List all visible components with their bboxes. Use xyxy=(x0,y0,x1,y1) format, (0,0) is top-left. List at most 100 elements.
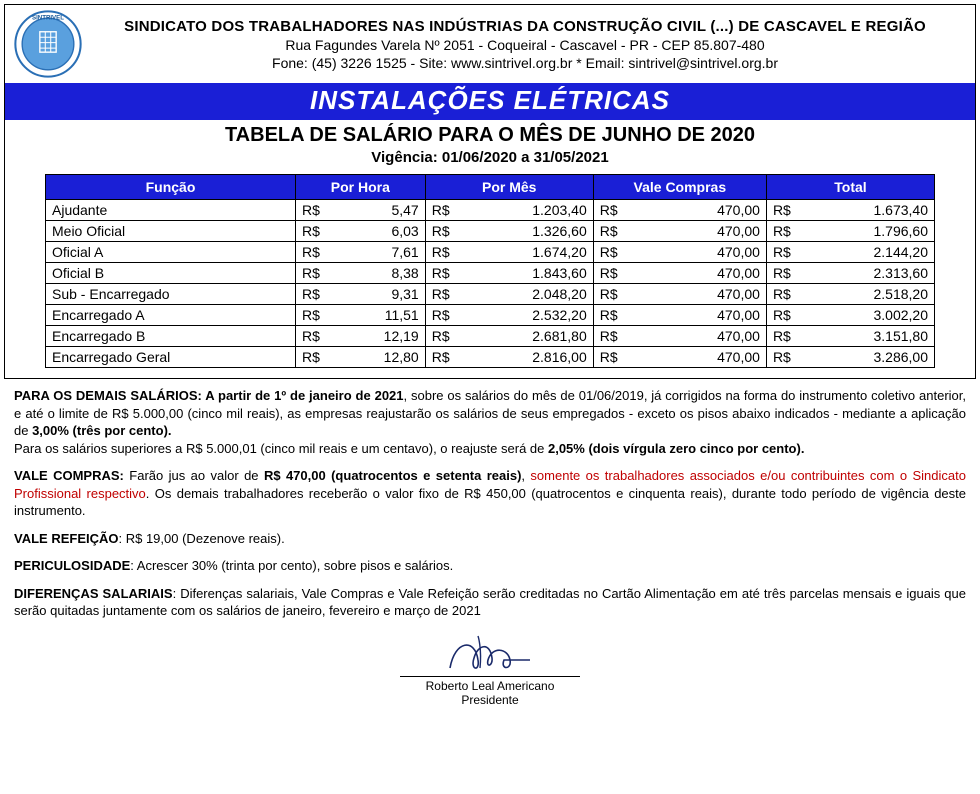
cell-por-mes: 2.048,20 xyxy=(461,284,593,305)
cell-por-hora: 12,19 xyxy=(332,326,426,347)
cell-currency: R$ xyxy=(593,347,629,368)
cell-funcao: Encarregado A xyxy=(46,305,296,326)
org-name: SINDICATO DOS TRABALHADORES NAS INDÚSTRI… xyxy=(83,18,967,35)
cell-por-mes: 1.326,60 xyxy=(461,221,593,242)
banner-title: INSTALAÇÕES ELÉTRICAS xyxy=(5,83,975,120)
cell-funcao: Sub - Encarregado xyxy=(46,284,296,305)
cell-currency: R$ xyxy=(296,284,332,305)
col-total: Total xyxy=(766,175,934,200)
note-vale-refeicao: VALE REFEIÇÃO: R$ 19,00 (Dezenove reais)… xyxy=(14,530,966,548)
cell-por-mes: 2.532,20 xyxy=(461,305,593,326)
cell-currency: R$ xyxy=(425,200,461,221)
note-pct: 3,00% (três por cento). xyxy=(32,423,171,438)
cell-vale: 470,00 xyxy=(629,263,766,284)
note-label: DIFERENÇAS SALARIAIS xyxy=(14,586,173,601)
cell-currency: R$ xyxy=(425,284,461,305)
cell-total: 2.144,20 xyxy=(802,242,934,263)
salary-table-wrap: Função Por Hora Por Mês Vale Compras Tot… xyxy=(5,174,975,378)
note-periculosidade: PERICULOSIDADE: Acrescer 30% (trinta por… xyxy=(14,557,966,575)
cell-funcao: Oficial B xyxy=(46,263,296,284)
notes-section: PARA OS DEMAIS SALÁRIOS: A partir de 1º … xyxy=(0,379,980,620)
cell-currency: R$ xyxy=(766,200,802,221)
cell-por-mes: 2.681,80 xyxy=(461,326,593,347)
signature-line xyxy=(400,676,580,677)
document-page: SINTRIVEL SINDICATO DOS TRABALHADORES NA… xyxy=(0,4,980,707)
header-text: SINDICATO DOS TRABALHADORES NAS INDÚSTRI… xyxy=(83,18,967,71)
cell-currency: R$ xyxy=(296,326,332,347)
cell-currency: R$ xyxy=(593,263,629,284)
cell-vale: 470,00 xyxy=(629,305,766,326)
table-row: Encarregado AR$11,51R$2.532,20R$470,00R$… xyxy=(46,305,935,326)
table-row: AjudanteR$5,47R$1.203,40R$470,00R$1.673,… xyxy=(46,200,935,221)
note-label: VALE REFEIÇÃO xyxy=(14,531,119,546)
table-row: Oficial AR$7,61R$1.674,20R$470,00R$2.144… xyxy=(46,242,935,263)
note-text: Farão jus ao valor de xyxy=(124,468,264,483)
cell-vale: 470,00 xyxy=(629,221,766,242)
cell-por-hora: 12,80 xyxy=(332,347,426,368)
org-address: Rua Fagundes Varela Nº 2051 - Coqueiral … xyxy=(83,37,967,53)
note-text: Para os salários superiores a R$ 5.000,0… xyxy=(14,441,548,456)
svg-text:SINTRIVEL: SINTRIVEL xyxy=(32,15,64,22)
cell-por-hora: 11,51 xyxy=(332,305,426,326)
cell-currency: R$ xyxy=(766,263,802,284)
cell-currency: R$ xyxy=(296,242,332,263)
note-text: . Os demais trabalhadores receberão o va… xyxy=(14,486,966,519)
cell-vale: 470,00 xyxy=(629,284,766,305)
cell-total: 1.796,60 xyxy=(802,221,934,242)
table-body: AjudanteR$5,47R$1.203,40R$470,00R$1.673,… xyxy=(46,200,935,368)
table-row: Encarregado GeralR$12,80R$2.816,00R$470,… xyxy=(46,347,935,368)
cell-currency: R$ xyxy=(593,305,629,326)
cell-vale: 470,00 xyxy=(629,347,766,368)
note-label: PERICULOSIDADE xyxy=(14,558,130,573)
note-label: PARA OS DEMAIS SALÁRIOS: A partir de 1º … xyxy=(14,388,404,403)
cell-currency: R$ xyxy=(296,221,332,242)
table-row: Oficial BR$8,38R$1.843,60R$470,00R$2.313… xyxy=(46,263,935,284)
signatory-title: Presidente xyxy=(0,693,980,707)
cell-por-hora: 8,38 xyxy=(332,263,426,284)
cell-por-mes: 1.674,20 xyxy=(461,242,593,263)
cell-currency: R$ xyxy=(593,326,629,347)
cell-currency: R$ xyxy=(766,347,802,368)
cell-total: 3.151,80 xyxy=(802,326,934,347)
cell-currency: R$ xyxy=(593,200,629,221)
cell-total: 2.518,20 xyxy=(802,284,934,305)
note-label: VALE COMPRAS: xyxy=(14,468,124,483)
cell-currency: R$ xyxy=(296,347,332,368)
org-contact: Fone: (45) 3226 1525 - Site: www.sintriv… xyxy=(83,55,967,71)
table-row: Meio OficialR$6,03R$1.326,60R$470,00R$1.… xyxy=(46,221,935,242)
header-box: SINTRIVEL SINDICATO DOS TRABALHADORES NA… xyxy=(4,4,976,379)
cell-currency: R$ xyxy=(296,263,332,284)
note-demais-salarios: PARA OS DEMAIS SALÁRIOS: A partir de 1º … xyxy=(14,387,966,457)
table-row: Encarregado BR$12,19R$2.681,80R$470,00R$… xyxy=(46,326,935,347)
col-funcao: Função xyxy=(46,175,296,200)
cell-por-hora: 6,03 xyxy=(332,221,426,242)
cell-total: 1.673,40 xyxy=(802,200,934,221)
cell-por-mes: 2.816,00 xyxy=(461,347,593,368)
vigencia-text: Vigência: 01/06/2020 a 31/05/2021 xyxy=(5,147,975,174)
cell-total: 2.313,60 xyxy=(802,263,934,284)
cell-currency: R$ xyxy=(425,242,461,263)
table-row: Sub - EncarregadoR$9,31R$2.048,20R$470,0… xyxy=(46,284,935,305)
note-diferencas: DIFERENÇAS SALARIAIS: Diferenças salaria… xyxy=(14,585,966,620)
col-por-mes: Por Mês xyxy=(425,175,593,200)
cell-por-hora: 7,61 xyxy=(332,242,426,263)
cell-currency: R$ xyxy=(766,326,802,347)
cell-funcao: Encarregado B xyxy=(46,326,296,347)
cell-funcao: Oficial A xyxy=(46,242,296,263)
cell-total: 3.002,20 xyxy=(802,305,934,326)
note-text: : Acrescer 30% (trinta por cento), sobre… xyxy=(130,558,453,573)
table-header-row: Função Por Hora Por Mês Vale Compras Tot… xyxy=(46,175,935,200)
org-logo: SINTRIVEL xyxy=(13,9,83,79)
cell-por-hora: 9,31 xyxy=(332,284,426,305)
col-vale: Vale Compras xyxy=(593,175,766,200)
cell-currency: R$ xyxy=(593,284,629,305)
header-top: SINTRIVEL SINDICATO DOS TRABALHADORES NA… xyxy=(5,5,975,83)
cell-por-mes: 1.843,60 xyxy=(461,263,593,284)
note-pct2: 2,05% (dois vírgula zero cinco por cento… xyxy=(548,441,804,456)
cell-vale: 470,00 xyxy=(629,326,766,347)
cell-currency: R$ xyxy=(766,242,802,263)
cell-currency: R$ xyxy=(296,305,332,326)
cell-por-mes: 1.203,40 xyxy=(461,200,593,221)
cell-currency: R$ xyxy=(593,221,629,242)
note-value: R$ 470,00 (quatrocentos e setenta reais) xyxy=(264,468,521,483)
